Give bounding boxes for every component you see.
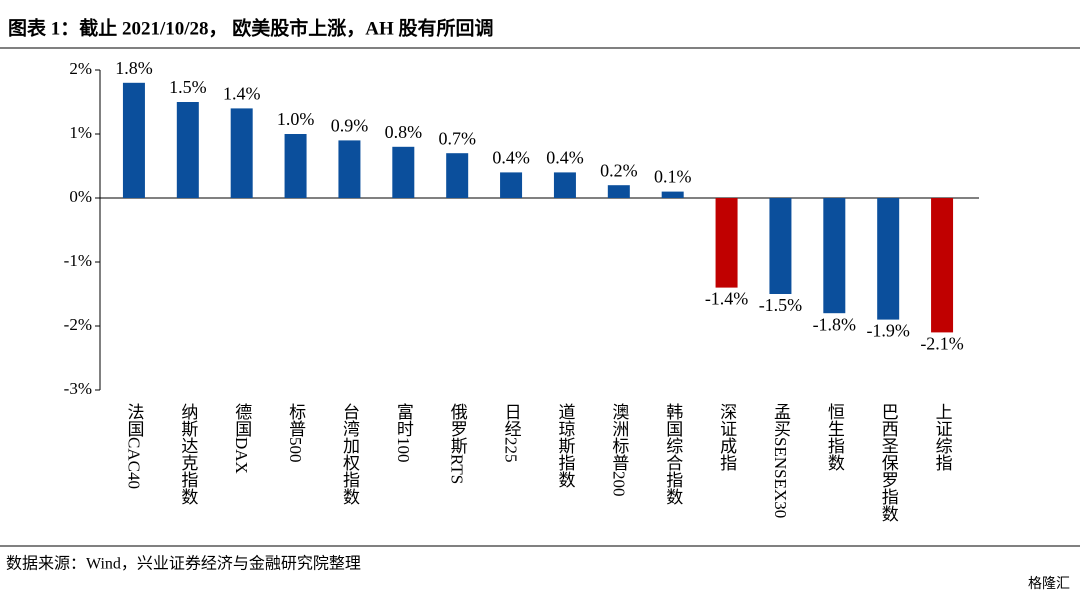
value-label: 1.4%: [223, 84, 261, 104]
x-tick-label: 深证成指: [717, 403, 737, 472]
bar: [176, 102, 199, 198]
bar: [284, 134, 307, 198]
x-tick-label: 日经225: [502, 403, 522, 463]
value-label: -1.9%: [866, 321, 910, 341]
y-tick-label: 2%: [69, 59, 92, 78]
bar: [715, 198, 738, 288]
x-tick-label: 巴西圣保罗指数: [879, 403, 899, 522]
value-label: 0.2%: [600, 160, 638, 180]
value-label: 0.9%: [331, 116, 369, 136]
chart-title: 图表 1：截止 2021/10/28， 欧美股市上涨，AH 股有所回调: [8, 16, 494, 39]
bar: [931, 198, 954, 333]
value-label: 0.1%: [654, 167, 692, 187]
x-tick-label: 道琼斯指数: [555, 403, 575, 488]
x-tick-label: 孟买SENSEX30: [771, 403, 791, 518]
source-note: 数据来源：Wind，兴业证券经济与金融研究院整理: [6, 555, 361, 573]
x-tick-label: 纳斯达克指数: [178, 403, 198, 505]
bar: [877, 198, 900, 320]
value-label: 0.7%: [438, 128, 476, 148]
value-label: 0.8%: [385, 122, 423, 142]
x-tick-label: 澳洲标普200: [609, 403, 629, 497]
x-tick-label: 法国CAC40: [124, 403, 144, 489]
value-label: -1.4%: [705, 289, 749, 309]
x-tick-label: 恒生指数: [825, 403, 845, 471]
bar: [230, 108, 253, 198]
bar: [769, 198, 792, 294]
bar: [500, 172, 523, 198]
bar: [338, 140, 361, 198]
x-tick-label: 俄罗斯RTS: [448, 403, 468, 484]
y-tick-label: 1%: [69, 123, 92, 142]
x-tick-label: 上证综指: [933, 403, 953, 472]
watermark: 格隆汇: [1028, 576, 1070, 592]
x-tick-label: 韩国综合指数: [663, 403, 683, 505]
bar: [607, 185, 630, 198]
value-label: 0.4%: [546, 148, 584, 168]
x-tick-label: 标普500: [286, 403, 306, 463]
y-tick-label: -2%: [64, 315, 92, 334]
x-tick-label: 台湾加权指数: [340, 403, 360, 505]
y-tick-label: 0%: [69, 187, 92, 206]
value-label: -1.8%: [813, 314, 857, 334]
bar: [823, 198, 846, 314]
bar: [553, 172, 576, 198]
x-tick-label: 德国DAX: [232, 403, 252, 474]
y-tick-label: -1%: [64, 251, 92, 270]
y-tick-label: -3%: [64, 379, 92, 398]
bar: [661, 191, 684, 198]
value-label: 1.0%: [277, 109, 315, 129]
value-label: 1.5%: [169, 77, 207, 97]
x-tick-label: 富时100: [394, 403, 413, 463]
bar: [392, 146, 415, 198]
value-label: 0.4%: [492, 148, 530, 168]
bar: [122, 82, 145, 198]
value-label: 1.8%: [115, 58, 153, 78]
bar: [446, 153, 469, 198]
value-label: -1.5%: [759, 295, 803, 315]
value-label: -2.1%: [920, 334, 964, 354]
